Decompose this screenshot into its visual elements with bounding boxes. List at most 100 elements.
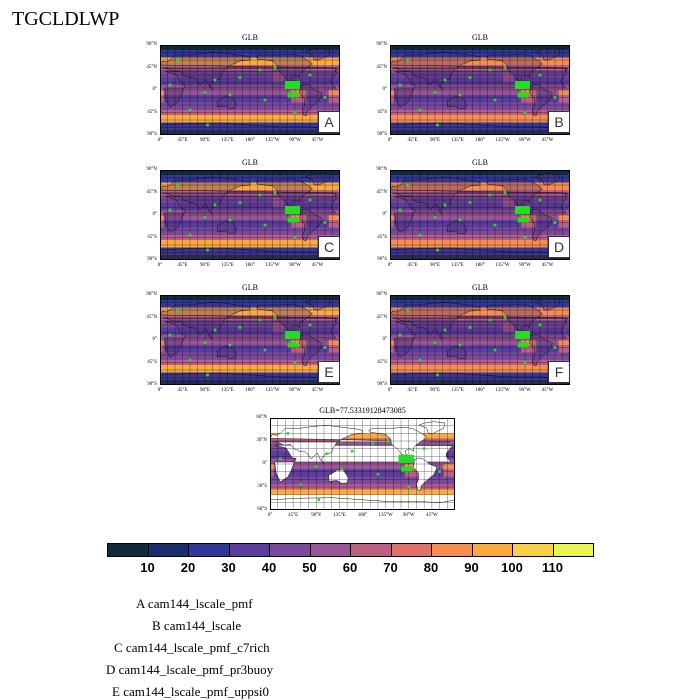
lat-tick-label: 45°S — [377, 359, 387, 365]
panel-title: GLB — [472, 283, 488, 292]
panel-title: GLB — [242, 283, 258, 292]
lat-tick-label: 90°N — [146, 167, 157, 172]
lat-tick-label: 45°N — [146, 314, 157, 320]
lon-tick-label: 45°W — [541, 388, 554, 393]
colorbar-swatch — [350, 543, 392, 557]
lon-tick-label: 180° — [475, 388, 485, 393]
legend-line-b: B cam144_lscale — [152, 618, 242, 633]
panel-title: GLB — [472, 33, 488, 42]
lon-tick-label: 90°E — [199, 263, 211, 268]
lon-tick-label: 135°E — [451, 263, 464, 268]
colorbar-tick-label: 70 — [383, 560, 398, 575]
lon-tick-label: 45°E — [177, 138, 188, 143]
lat-tick-label: 90°N — [146, 42, 157, 47]
map-plot — [160, 45, 340, 135]
lon-tick-label: 45°W — [311, 263, 324, 268]
lat-tick-label: 45°S — [377, 234, 387, 240]
lon-tick-label: 90°E — [429, 263, 441, 268]
lon-tick-label: 135°E — [221, 263, 234, 268]
lat-tick-label: 45°S — [147, 109, 157, 115]
lon-tick-label: 135°W — [378, 513, 393, 518]
lon-tick-label: 90°W — [519, 263, 531, 268]
map-panel-f: GLB F 90°N 45°N 0° 45°S 90°S 0° 45°E 90°E 135°E 180… — [376, 283, 570, 393]
lon-tick-label: 0° — [387, 263, 393, 268]
lat-tick-label: 90°N — [376, 292, 387, 297]
lon-tick-label: 0° — [157, 138, 163, 143]
lat-tick-label: 0° — [152, 87, 158, 92]
panel-title: GLB — [472, 158, 488, 167]
lat-tick-label: 60°N — [256, 415, 267, 420]
lon-tick-label: 0° — [157, 263, 163, 268]
lon-tick-label: 45°W — [311, 138, 324, 143]
lon-tick-label: 45°E — [177, 388, 188, 393]
lat-tick-label: 90°N — [376, 167, 387, 172]
lon-tick-label: 90°W — [289, 263, 301, 268]
lat-tick-label: 90°S — [377, 132, 387, 137]
colorbar-swatch — [471, 543, 513, 557]
map-panel-e: GLB E 90°N 45°N 0° 45°S 90°S 0° 45°E 90°E 135°E 180… — [146, 283, 340, 393]
lat-tick-label: 90°S — [147, 382, 157, 387]
colorbar-tick-label: 30 — [221, 560, 236, 575]
lon-tick-label: 180° — [357, 513, 368, 518]
colorbar-swatch — [228, 543, 270, 557]
lat-tick-label: 30°N — [256, 438, 267, 443]
lat-tick-label: 45°N — [146, 64, 157, 70]
colorbar-swatch — [309, 543, 351, 557]
lat-tick-label: 45°N — [376, 314, 387, 320]
lat-tick-label: 90°S — [147, 257, 157, 262]
lon-tick-label: 90°E — [199, 138, 211, 143]
lon-tick-label: 0° — [387, 388, 393, 393]
panel-letter: A — [318, 111, 340, 133]
colorbar-swatch — [512, 543, 554, 557]
lon-tick-label: 45°E — [288, 513, 299, 518]
lon-tick-label: 90°E — [199, 388, 211, 393]
colorbar-swatch — [147, 543, 189, 557]
colorbar-swatch — [552, 543, 594, 557]
map-plot — [160, 170, 340, 260]
lat-tick-label: 0° — [382, 212, 388, 217]
legend-line-c: C cam144_lscale_pmf_c7rich — [114, 640, 270, 655]
lat-tick-label: 30°S — [257, 484, 267, 489]
colorbar-tick-label: 40 — [261, 560, 277, 575]
lat-tick-label: 90°N — [376, 42, 387, 47]
lat-tick-label: 90°S — [377, 382, 387, 387]
map-plot — [390, 45, 570, 135]
colorbar-tick-label: 10 — [140, 560, 155, 575]
lat-tick-label: 90°S — [147, 132, 157, 137]
figure-title: TGCLDLWP — [12, 8, 120, 30]
lon-tick-label: 135°E — [221, 138, 234, 143]
lat-tick-label: 0° — [152, 212, 158, 217]
panel-letter: B — [548, 111, 570, 133]
map-panel-obs: GLB=77.53319128473085 60°N 30°N 0° 30°S 60°S 0… — [256, 406, 455, 518]
lon-tick-label: 135°W — [265, 263, 280, 268]
lon-tick-label: 90°W — [289, 138, 301, 143]
lon-tick-label: 135°W — [495, 263, 510, 268]
lat-tick-label: 45°N — [146, 189, 157, 195]
lon-tick-label: 0° — [157, 388, 163, 393]
lat-tick-label: 45°S — [147, 234, 157, 240]
lon-tick-label: 180° — [245, 388, 255, 393]
lon-tick-label: 90°W — [402, 513, 415, 518]
map-panel-d: GLB D 90°N 45°N 0° 45°S 90°S 0° 45°E 90°E 135°E 180… — [376, 158, 570, 268]
lon-tick-label: 0° — [387, 138, 393, 143]
lon-tick-label: 135°W — [495, 388, 510, 393]
lat-tick-label: 90°N — [146, 292, 157, 297]
panel-letter: E — [318, 361, 340, 383]
lon-tick-label: 45°W — [311, 388, 324, 393]
panel-letter: C — [318, 236, 340, 258]
lon-tick-label: 135°W — [495, 138, 510, 143]
colorbar-swatch — [390, 543, 432, 557]
lat-tick-label: 0° — [262, 461, 268, 466]
colorbar-tick-label: 80 — [423, 560, 439, 575]
panel-title: GLB — [242, 158, 258, 167]
map-plot — [270, 418, 455, 510]
lon-tick-label: 135°E — [451, 138, 464, 143]
lat-tick-label: 90°S — [377, 257, 387, 262]
legend-line-a: A cam144_lscale_pmf — [136, 596, 253, 611]
lon-tick-label: 135°E — [221, 388, 234, 393]
lon-tick-label: 90°W — [289, 388, 301, 393]
lon-tick-label: 180° — [475, 138, 485, 143]
colorbar-tick-label: 60 — [342, 560, 358, 575]
colorbar-tick-label: 90 — [464, 560, 479, 575]
lon-tick-label: 135°E — [333, 513, 346, 518]
